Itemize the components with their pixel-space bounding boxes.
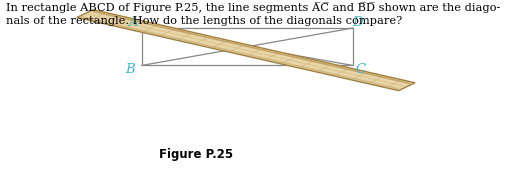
Text: B: B	[125, 63, 134, 76]
Text: In rectangle ​ABCD of Figure P.25, the line segments A̅C̅ and B̅D̅ shown are the: In rectangle ​ABCD of Figure P.25, the l…	[6, 3, 501, 27]
Text: Figure P.25: Figure P.25	[159, 148, 233, 161]
Text: C: C	[355, 63, 366, 76]
Text: A: A	[128, 16, 138, 29]
Text: D: D	[353, 16, 363, 29]
Polygon shape	[77, 10, 415, 91]
